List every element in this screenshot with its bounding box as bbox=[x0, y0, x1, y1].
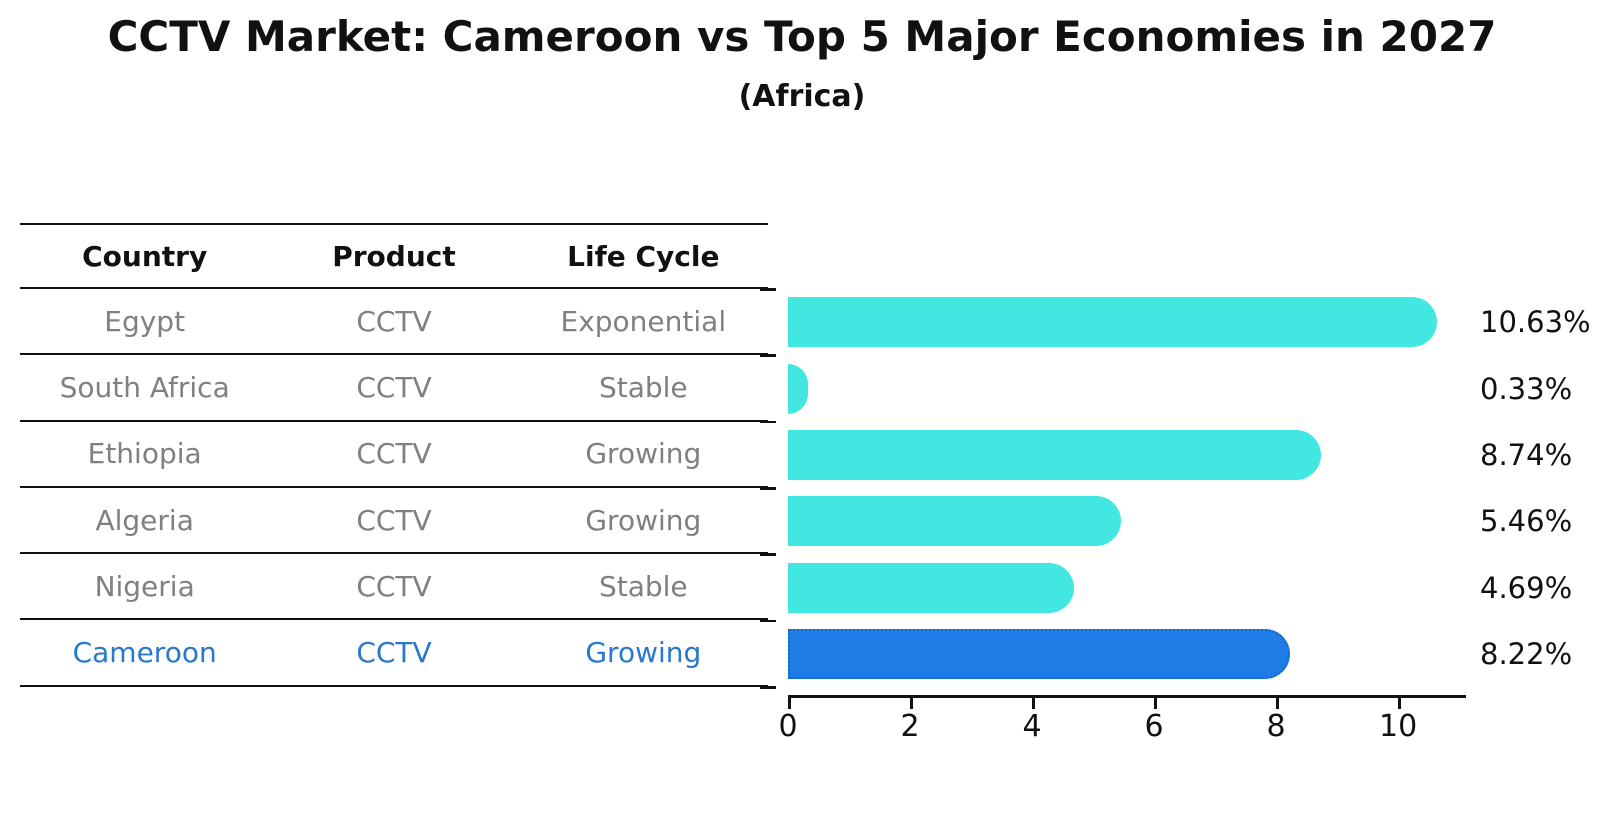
y-axis-tick bbox=[760, 553, 776, 556]
cell-life-cycle: Growing bbox=[585, 503, 702, 537]
cell-product: CCTV bbox=[356, 304, 432, 338]
x-axis-tick-label: 8 bbox=[1266, 709, 1286, 744]
table-row: Egypt CCTV Exponential bbox=[20, 289, 768, 356]
cell-country: Ethiopia bbox=[87, 437, 202, 471]
bar-south-africa bbox=[788, 363, 809, 414]
table-row: Cameroon CCTV Growing bbox=[20, 620, 768, 687]
x-axis-tick bbox=[788, 695, 791, 709]
cell-country: Nigeria bbox=[94, 569, 195, 603]
cell-life-cycle: Exponential bbox=[560, 304, 727, 338]
cell-country: Cameroon bbox=[72, 636, 217, 670]
cell-life-cycle: Stable bbox=[598, 370, 688, 404]
bar-ethiopia bbox=[788, 429, 1322, 480]
bar-value-label: 8.22% bbox=[1480, 636, 1573, 671]
bar-cameroon bbox=[788, 628, 1290, 679]
table-row: South Africa CCTV Stable bbox=[20, 355, 768, 422]
bar-value-label: 0.33% bbox=[1480, 371, 1573, 406]
cell-product: CCTV bbox=[356, 437, 432, 471]
table-row: Nigeria CCTV Stable bbox=[20, 554, 768, 621]
bar-algeria bbox=[788, 496, 1122, 547]
bar-value-label: 4.69% bbox=[1480, 570, 1573, 605]
column-header-product: Product bbox=[332, 239, 456, 273]
bar-value-label: 5.46% bbox=[1480, 504, 1573, 539]
bar-value-label: 8.74% bbox=[1480, 437, 1573, 472]
cell-product: CCTV bbox=[356, 636, 432, 670]
x-axis-tick bbox=[1154, 695, 1157, 709]
cell-product: CCTV bbox=[356, 503, 432, 537]
x-axis-tick-label: 0 bbox=[778, 709, 798, 744]
bar-egypt bbox=[788, 297, 1437, 348]
cell-country: South Africa bbox=[59, 370, 230, 404]
cell-life-cycle: Growing bbox=[585, 636, 702, 670]
y-axis-tick bbox=[760, 420, 776, 424]
x-axis-tick bbox=[1276, 695, 1279, 709]
cell-country: Egypt bbox=[104, 304, 186, 338]
table-header-row: Country Product Life Cycle bbox=[20, 225, 768, 289]
y-axis-tick bbox=[760, 288, 776, 291]
cell-product: CCTV bbox=[356, 370, 432, 404]
y-axis-tick bbox=[760, 354, 776, 357]
x-axis-tick bbox=[910, 695, 913, 709]
x-axis-line bbox=[788, 695, 1466, 698]
cell-life-cycle: Stable bbox=[598, 569, 688, 603]
bar-value-label: 10.63% bbox=[1480, 305, 1591, 340]
column-header-life-cycle: Life Cycle bbox=[567, 239, 720, 273]
x-axis-tick-label: 6 bbox=[1144, 709, 1164, 744]
table-row: Ethiopia CCTV Growing bbox=[20, 422, 768, 488]
x-axis-tick-label: 4 bbox=[1022, 709, 1042, 744]
cell-country: Algeria bbox=[95, 503, 194, 537]
chart-title: CCTV Market: Cameroon vs Top 5 Major Eco… bbox=[107, 12, 1497, 61]
x-axis-tick-label: 2 bbox=[900, 709, 920, 744]
y-axis-tick bbox=[760, 686, 776, 689]
table-row: Algeria CCTV Growing bbox=[20, 488, 768, 555]
cell-life-cycle: Growing bbox=[585, 437, 702, 471]
y-axis-tick bbox=[760, 487, 776, 490]
bar-chart-plot-area bbox=[788, 289, 1464, 687]
x-axis-tick bbox=[1398, 695, 1401, 709]
column-header-country: Country bbox=[82, 239, 208, 273]
chart-subtitle: (Africa) bbox=[738, 79, 866, 114]
bar-nigeria bbox=[788, 562, 1075, 613]
y-axis-tick bbox=[760, 619, 776, 623]
cell-product: CCTV bbox=[356, 569, 432, 603]
x-axis-tick-label: 10 bbox=[1379, 709, 1418, 744]
x-axis-tick bbox=[1032, 695, 1035, 709]
table-body: Egypt CCTV Exponential South Africa CCTV Stab… bbox=[20, 289, 768, 687]
country-table: Country Product Life Cycle Egypt CCTV Expo… bbox=[20, 223, 768, 687]
